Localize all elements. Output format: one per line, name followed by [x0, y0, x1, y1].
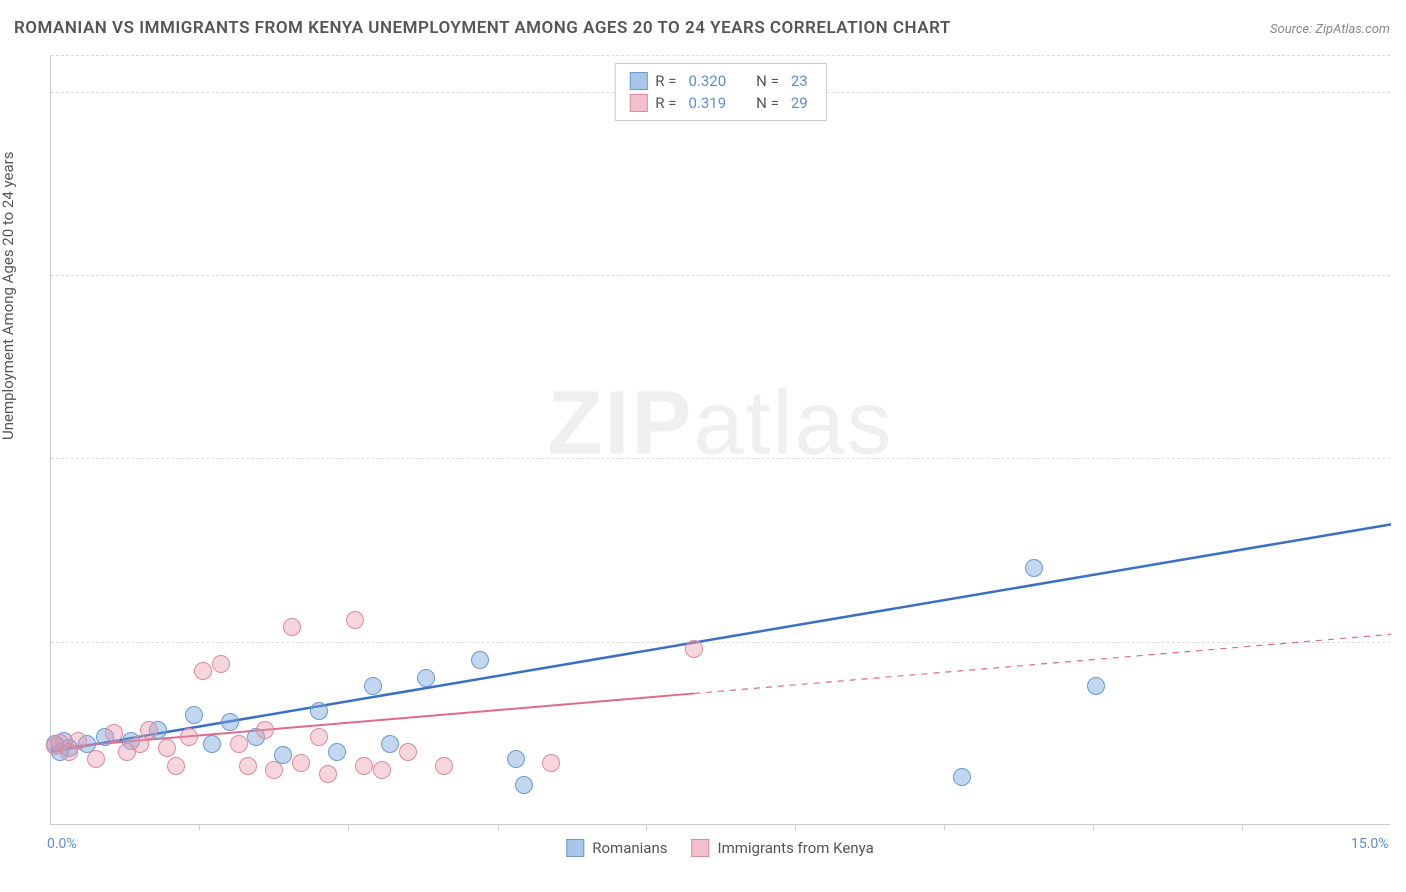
data-point	[203, 735, 221, 753]
x-tick-label: 15.0%	[1351, 836, 1389, 852]
legend-swatch	[629, 72, 647, 90]
data-point	[69, 732, 87, 750]
data-point	[105, 724, 123, 742]
plot-container: ZIPatlas 25.0%50.0%75.0%100.0% R =0.320N…	[50, 55, 1390, 825]
trend-line	[51, 524, 1391, 751]
data-point	[167, 757, 185, 775]
data-point	[542, 754, 560, 772]
x-tick	[795, 824, 796, 830]
y-axis-title: Unemployment Among Ages 20 to 24 years	[0, 152, 17, 440]
data-point	[346, 611, 364, 629]
legend-swatch	[566, 839, 584, 857]
data-point	[373, 761, 391, 779]
data-point	[310, 728, 328, 746]
trend-lines-layer	[51, 55, 1390, 824]
chart-title: ROMANIAN VS IMMIGRANTS FROM KENYA UNEMPL…	[14, 18, 951, 38]
data-point	[435, 757, 453, 775]
data-point	[310, 702, 328, 720]
x-tick-label: 0.0%	[47, 836, 77, 852]
r-label: R =	[655, 72, 676, 90]
n-label: N =	[756, 94, 779, 112]
r-label: R =	[655, 94, 676, 112]
data-point	[239, 757, 257, 775]
y-tick-label: 25.0%	[1395, 634, 1406, 650]
data-point	[953, 768, 971, 786]
data-point	[265, 761, 283, 779]
legend-swatch	[691, 839, 709, 857]
plot-area: ZIPatlas 25.0%50.0%75.0%100.0% R =0.320N…	[50, 55, 1390, 825]
n-label: N =	[756, 72, 779, 90]
data-point	[185, 706, 203, 724]
correlation-legend-row: R = 0.319 N = 29	[629, 92, 811, 114]
series-legend-item: Immigrants from Kenya	[691, 839, 873, 857]
data-point	[417, 669, 435, 687]
data-point	[87, 750, 105, 768]
x-tick	[348, 824, 349, 830]
data-point	[292, 754, 310, 772]
data-point	[355, 757, 373, 775]
data-point	[158, 739, 176, 757]
trend-line-extrapolated	[694, 634, 1391, 693]
data-point	[319, 765, 337, 783]
series-name: Romanians	[592, 839, 667, 857]
x-tick	[1242, 824, 1243, 830]
data-point	[194, 662, 212, 680]
correlation-legend: R = 0.320 N = 23 R = 0.319 N = 29	[614, 63, 826, 121]
data-point	[364, 677, 382, 695]
data-point	[256, 721, 274, 739]
series-legend-item: Romanians	[566, 839, 667, 857]
n-value: 23	[791, 72, 808, 90]
data-point	[471, 651, 489, 669]
data-point	[1025, 559, 1043, 577]
data-point	[180, 728, 198, 746]
data-point	[212, 655, 230, 673]
r-value: 0.319	[688, 94, 726, 112]
legend-swatch	[629, 94, 647, 112]
x-tick	[1093, 824, 1094, 830]
data-point	[230, 735, 248, 753]
series-name: Immigrants from Kenya	[717, 839, 873, 857]
data-point	[221, 713, 239, 731]
series-legend: Romanians Immigrants from Kenya	[566, 839, 873, 857]
data-point	[140, 721, 158, 739]
data-point	[507, 750, 525, 768]
data-point	[685, 640, 703, 658]
y-tick-label: 100.0%	[1395, 84, 1406, 100]
correlation-legend-row: R = 0.320 N = 23	[629, 70, 811, 92]
source-attribution: Source: ZipAtlas.com	[1270, 22, 1390, 37]
y-tick-label: 75.0%	[1395, 267, 1406, 283]
data-point	[381, 735, 399, 753]
x-tick	[498, 824, 499, 830]
data-point	[328, 743, 346, 761]
data-point	[399, 743, 417, 761]
x-tick	[646, 824, 647, 830]
n-value: 29	[791, 94, 808, 112]
x-tick	[944, 824, 945, 830]
x-tick	[199, 824, 200, 830]
y-tick-label: 50.0%	[1395, 450, 1406, 466]
data-point	[283, 618, 301, 636]
r-value: 0.320	[688, 72, 726, 90]
data-point	[1087, 677, 1105, 695]
data-point	[515, 776, 533, 794]
